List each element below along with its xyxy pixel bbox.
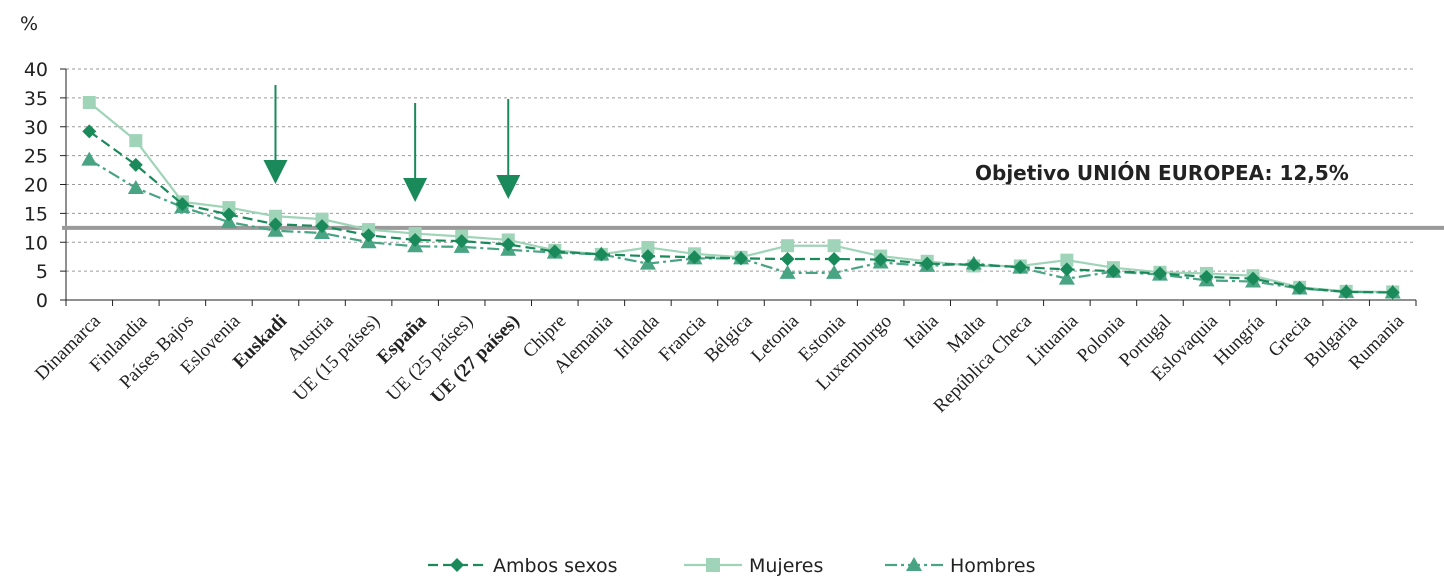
data-point (82, 124, 97, 139)
data-point (641, 240, 655, 254)
legend-item: Mujeres (684, 555, 823, 577)
x-tick-label: Italia (900, 310, 943, 353)
x-tick-label: Letonia (747, 310, 803, 366)
target-label: Objetivo UNIÓN EUROPEA: 12,5% (975, 161, 1349, 185)
data-point (920, 256, 935, 271)
data-point (1106, 264, 1121, 279)
legend-label: Hombres (950, 555, 1035, 577)
highlight-arrow (403, 103, 428, 202)
legend-label: Mujeres (749, 555, 823, 577)
data-point (1199, 269, 1214, 284)
arrow-head (403, 178, 428, 202)
data-point (1339, 284, 1354, 299)
x-tick-label: Francia (655, 310, 711, 366)
y-tick-label: 0 (36, 290, 48, 312)
series-ambos-sexos (82, 124, 1400, 300)
data-point (1058, 270, 1075, 285)
data-point (827, 239, 841, 253)
data-point (640, 249, 655, 264)
data-point (1059, 262, 1074, 277)
data-point (873, 252, 888, 267)
y-tick-label: 15 (24, 203, 48, 225)
data-point (127, 179, 144, 194)
y-tick-label: 5 (36, 261, 48, 283)
data-point (315, 219, 330, 234)
data-point (1246, 271, 1261, 286)
data-point (221, 207, 236, 222)
legend: Ambos sexos Mujeres Hombres (428, 555, 1035, 577)
data-point (827, 251, 842, 266)
data-point (780, 251, 795, 266)
data-point (966, 257, 981, 272)
y-tick-label: 20 (24, 175, 48, 197)
x-tick-label: Hungría (1210, 310, 1269, 369)
legend-label: Ambos sexos (493, 555, 618, 577)
data-point (408, 232, 423, 247)
data-point (129, 134, 143, 148)
data-point (594, 247, 609, 262)
data-point (268, 217, 283, 232)
y-tick-label: 35 (24, 88, 48, 110)
data-point (781, 239, 795, 253)
y-tick-label: 30 (24, 117, 48, 139)
data-point (450, 558, 464, 572)
highlight-arrows (263, 85, 521, 202)
data-point (779, 264, 796, 279)
y-tick-label: 40 (24, 59, 48, 81)
arrow-head (263, 160, 288, 184)
data-point (1152, 266, 1167, 281)
data-point (82, 95, 96, 109)
data-point (454, 234, 469, 249)
series-group (81, 95, 1401, 300)
legend-item: Ambos sexos (428, 555, 618, 577)
data-point (706, 558, 720, 572)
data-point (906, 557, 922, 571)
x-tick-label: Lituania (1023, 310, 1083, 370)
y-tick-label: 25 (24, 146, 48, 168)
data-point (1292, 280, 1307, 295)
data-point (81, 151, 98, 166)
data-point (1385, 285, 1400, 300)
data-point (547, 244, 562, 259)
data-point (175, 197, 190, 212)
data-point (128, 157, 143, 172)
x-tick-label: Dinamarca (31, 310, 105, 384)
grid-lines (66, 68, 1416, 272)
data-point (501, 237, 516, 252)
y-axis-unit: % (20, 13, 38, 35)
y-axis-ticks: 0 5 10 15 20 25 30 35 40 (24, 59, 66, 312)
y-tick-label: 10 (24, 232, 48, 254)
highlight-arrow (263, 85, 288, 184)
x-tick-label: Irlanda (611, 310, 664, 363)
arrow-head (496, 175, 521, 199)
data-point (1060, 253, 1074, 267)
data-point (734, 251, 748, 266)
highlight-arrow (496, 99, 521, 199)
data-point (361, 228, 376, 243)
data-point (687, 250, 702, 265)
x-tick-label: Bélgica (701, 310, 757, 366)
legend-item: Hombres (885, 555, 1035, 577)
data-point (1013, 260, 1028, 275)
data-point (826, 264, 843, 279)
data-point (268, 209, 282, 223)
